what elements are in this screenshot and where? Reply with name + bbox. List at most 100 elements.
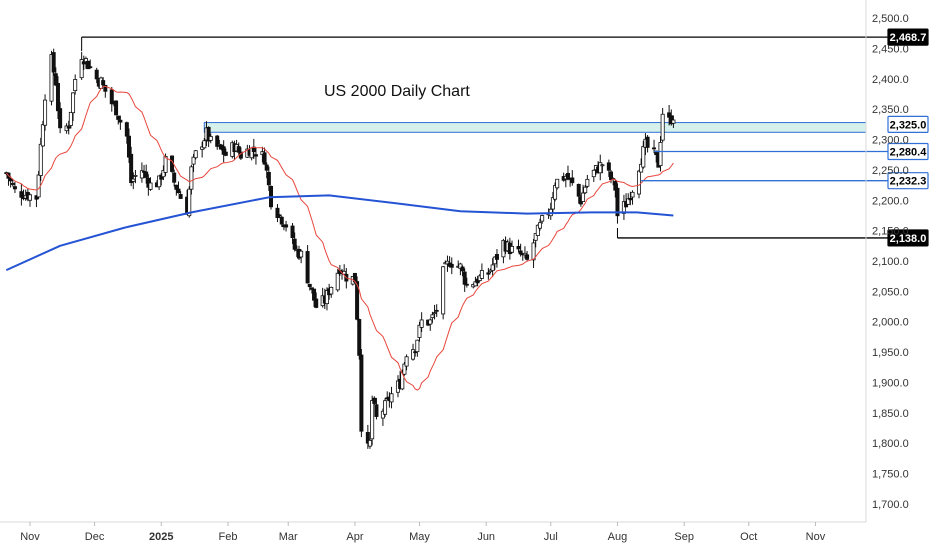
- candle-body: [66, 126, 71, 129]
- candle-body: [658, 142, 663, 166]
- x-tick-label: Jul: [544, 531, 558, 543]
- candle-body: [38, 143, 43, 176]
- candle-body: [144, 171, 149, 178]
- candle-body: [81, 61, 86, 65]
- candle-body: [355, 281, 360, 320]
- candle: [432, 304, 437, 320]
- candle-body: [645, 136, 650, 148]
- candle-body: [522, 252, 527, 256]
- level-tag-label: 2,325.0: [890, 119, 927, 131]
- candle: [639, 158, 644, 173]
- candle-body: [628, 197, 633, 201]
- candle: [667, 104, 672, 126]
- moving-average-layer: [5, 85, 674, 391]
- candle: [518, 243, 523, 257]
- candle-body: [494, 254, 499, 260]
- candle: [486, 267, 491, 280]
- levels-layer: 2,468.7 2,325.0 2,280.4 2,232.3 2,138.0: [81, 28, 929, 247]
- candle-body: [630, 191, 635, 198]
- candle: [8, 176, 13, 188]
- candle-body: [27, 194, 32, 201]
- y-tick-label: 1,850.0: [872, 408, 909, 420]
- candle-body: [8, 178, 13, 182]
- candle: [10, 179, 15, 187]
- candle: [208, 133, 213, 144]
- candle-body: [359, 354, 364, 432]
- candle: [223, 148, 228, 157]
- candle: [68, 111, 73, 129]
- candle: [615, 183, 620, 224]
- x-tick-label: Apr: [346, 531, 363, 543]
- candle-body: [94, 69, 99, 80]
- candle-body: [40, 124, 45, 147]
- candle: [355, 276, 360, 321]
- candle: [389, 386, 394, 409]
- candle-body: [314, 298, 319, 308]
- candle: [109, 86, 114, 112]
- candle: [598, 154, 603, 181]
- candle: [525, 251, 530, 261]
- candle-body: [479, 270, 484, 279]
- candle-body: [221, 146, 226, 155]
- candle-body: [639, 163, 644, 173]
- candle: [103, 84, 108, 98]
- candle-body: [324, 290, 329, 305]
- candle-body: [367, 440, 372, 447]
- y-tick-label: 1,750.0: [872, 469, 909, 481]
- candle: [671, 115, 676, 128]
- candle-body: [565, 173, 570, 180]
- candle: [628, 191, 633, 206]
- candle: [139, 162, 144, 183]
- candle: [101, 77, 106, 86]
- candle: [174, 184, 179, 196]
- candle-body: [428, 319, 433, 325]
- candle-body: [68, 111, 73, 126]
- candle: [312, 288, 317, 307]
- candle: [292, 232, 297, 252]
- candle-body: [58, 108, 63, 129]
- candle-body: [275, 207, 280, 218]
- candle: [279, 216, 284, 227]
- y-tick-label: 2,250.0: [872, 165, 909, 177]
- candle-body: [148, 182, 153, 190]
- candle: [83, 56, 88, 69]
- candle-body: [540, 215, 545, 222]
- level-tag-box: [887, 115, 929, 133]
- candle: [645, 135, 650, 153]
- candle: [176, 181, 181, 194]
- candle-body: [636, 170, 641, 195]
- level-tag-box: [887, 142, 929, 161]
- y-tick-label: 2,500.0: [872, 13, 909, 25]
- candle-body: [223, 151, 228, 156]
- candle: [555, 178, 560, 190]
- level-tag-label: 2,232.3: [890, 176, 927, 188]
- candle: [576, 183, 581, 204]
- candle: [383, 398, 388, 417]
- candle-body: [581, 192, 586, 202]
- candle: [329, 286, 334, 298]
- candle-body: [126, 135, 131, 158]
- candle: [441, 265, 446, 320]
- x-tick-label: Mar: [279, 531, 298, 543]
- level-price-tag: 2,325.0: [887, 115, 929, 133]
- candle-body: [404, 356, 409, 367]
- candle-body: [236, 146, 241, 153]
- candle: [53, 67, 58, 87]
- candle: [236, 142, 241, 155]
- candle-body: [402, 363, 407, 375]
- candle-body: [641, 146, 646, 168]
- candle-body: [492, 256, 497, 265]
- candle: [161, 165, 166, 181]
- x-tick-label: Feb: [218, 531, 237, 543]
- candle: [305, 245, 310, 284]
- candle: [479, 263, 484, 280]
- candle: [357, 318, 362, 360]
- y-tick-label: 2,000.0: [872, 317, 909, 329]
- candle: [430, 311, 435, 324]
- x-tick-label: Aug: [608, 531, 628, 543]
- candle-body: [329, 286, 334, 295]
- candle: [490, 258, 495, 278]
- candle: [510, 240, 515, 254]
- candle: [658, 136, 663, 172]
